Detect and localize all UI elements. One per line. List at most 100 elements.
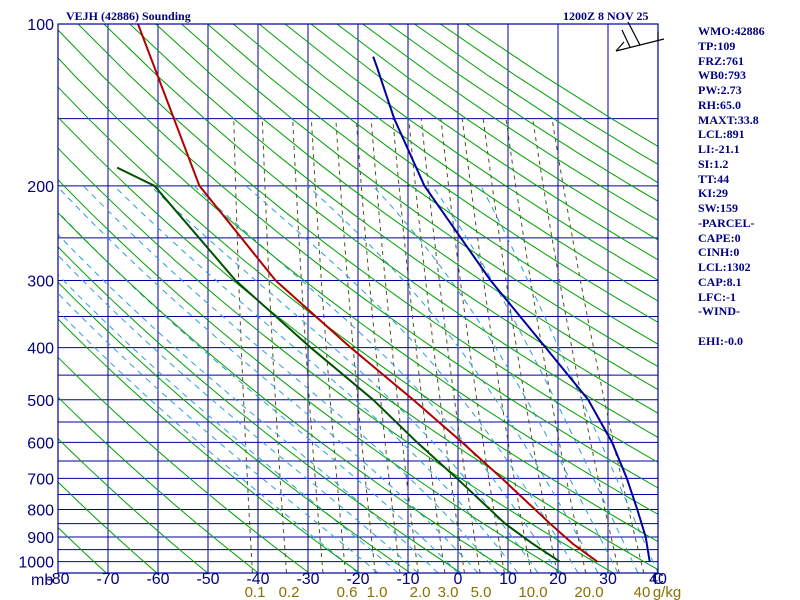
- pressure-tick-label: 1000: [18, 555, 54, 572]
- mixing-ratio-tick-label: 5.0: [471, 584, 492, 600]
- dry-adiabat-line: [58, 29, 658, 489]
- moist-adiabat-line: [372, 185, 619, 573]
- sounding-datetime: 1200Z 8 NOV 25: [563, 9, 649, 23]
- moist-adiabat-line: [58, 310, 359, 573]
- mixing-ratio-line: [461, 118, 532, 573]
- stat-item: SW:159: [698, 201, 739, 215]
- dry-adiabat-line: [284, 24, 658, 281]
- moist-adiabat-line: [58, 292, 379, 573]
- dry-adiabat-line: [58, 116, 658, 571]
- temperature-tick-label: -60: [146, 571, 169, 588]
- stat-item: RH:65.0: [698, 97, 741, 112]
- stat-item: CINH:0: [698, 245, 740, 260]
- mixing-ratio-line: [335, 118, 376, 573]
- moist-adiabat-line: [58, 274, 399, 573]
- dry-adiabat-line: [310, 24, 658, 261]
- dry-adiabat-line: [207, 24, 658, 345]
- mixing-ratio-tick-labels: 0.1 0.2 0.6 1.0 2.0 3.0 5.0 10.0 20.0 40 g/kg: [245, 584, 682, 600]
- temperature-tick-label: 10: [499, 571, 517, 588]
- pressure-tick-label: 800: [27, 503, 54, 520]
- mixing-ratio-line: [310, 118, 346, 573]
- moist-adiabat-line: [113, 185, 519, 573]
- mixing-ratio-line: [292, 118, 324, 573]
- moist-adiabat-line: [245, 185, 579, 573]
- stat-item: [698, 319, 765, 334]
- pressure-tick-label: 900: [27, 530, 54, 547]
- station-title: VEJH (42886) Sounding: [66, 9, 191, 23]
- temperature-tick-label: -70: [96, 571, 119, 588]
- wind-barb-icon: [615, 21, 665, 52]
- moist-adiabats: [58, 185, 658, 573]
- dry-adiabat-line: [58, 212, 513, 573]
- stat-item: WMO:42886: [698, 24, 765, 38]
- temperature-tick-label: 20: [549, 571, 567, 588]
- dry-adiabat-line: [58, 246, 462, 573]
- temperature-tick-label: 40: [649, 571, 667, 588]
- dry-adiabat-line: [258, 24, 658, 302]
- moist-adiabat-line: [58, 186, 479, 573]
- stat-item: LFC:-1: [698, 289, 736, 304]
- mixing-ratio-line: [505, 118, 587, 573]
- dry-adiabat-line: [58, 147, 614, 573]
- moist-adiabat-line: [307, 185, 599, 573]
- dry-adiabat-line: [103, 24, 658, 438]
- mixing-ratio-line: [551, 118, 645, 573]
- dry-adiabat-line: [58, 356, 310, 573]
- mixing-ratio-line: [392, 118, 446, 573]
- sounding-series: [116, 24, 651, 563]
- mixing-ratio-tick-label: 20.0: [574, 584, 603, 600]
- stat-item: WB0:793: [698, 68, 746, 83]
- pressure-tick-label: 300: [27, 274, 54, 291]
- temperature-line: [137, 24, 598, 563]
- dry-adiabat-line: [77, 24, 658, 463]
- stat-item: TP:109: [698, 38, 736, 53]
- mixing-ratio-tick-label: 10.0: [518, 584, 547, 600]
- pressure-tick-label: 700: [27, 471, 54, 488]
- pressure-tick-label: 600: [27, 435, 54, 452]
- mixing-ratio-line: [261, 118, 287, 573]
- dry-adiabat-line: [181, 24, 658, 368]
- dry-adiabat-line: [129, 24, 658, 414]
- dry-adiabat-line: [58, 481, 158, 573]
- mixing-ratio-line: [370, 118, 419, 573]
- dry-adiabat-line: [58, 57, 658, 515]
- dry-adiabat-line: [155, 24, 658, 391]
- stat-item: LI:-21.1: [698, 142, 740, 156]
- dry-adiabat-line: [58, 281, 411, 573]
- temperature-tick-label: -80: [46, 571, 69, 588]
- mixing-ratio-line: [355, 118, 401, 573]
- mixing-ratio-tick-label: 0.1: [245, 584, 266, 600]
- y-axis-label: mb: [31, 572, 53, 589]
- moist-adiabat-line: [150, 185, 539, 573]
- dry-adiabat-line: [232, 24, 658, 323]
- dewpoint-line: [116, 166, 561, 563]
- dry-adiabat-line: [58, 437, 209, 573]
- stat-item: FRZ:761: [698, 53, 744, 68]
- mixing-ratio-tick-label: 1.0: [367, 584, 388, 600]
- temperature-tick-label: C: [652, 571, 664, 588]
- mixing-ratio-line: [233, 118, 253, 573]
- mixing-ratio-tick-label: 0.2: [279, 584, 300, 600]
- stat-item: -PARCEL-: [698, 215, 755, 230]
- mixing-ratio-tick-label: 0.6: [337, 584, 358, 600]
- dry-adiabat-line: [58, 179, 563, 573]
- temperature-tick-label: -10: [396, 571, 419, 588]
- stat-item: SI:1.2: [698, 156, 729, 171]
- dry-adiabats: [58, 24, 658, 573]
- temperature-tick-label: -40: [246, 571, 269, 588]
- mixing-ratio-tick-label: 2.0: [410, 584, 431, 600]
- plot-frame: [57, 23, 659, 574]
- stat-item: LCL:1302: [698, 260, 751, 274]
- moist-adiabat-line: [82, 185, 499, 573]
- pressure-tick-label: 500: [27, 393, 54, 410]
- mixing-ratio-line: [532, 118, 620, 573]
- isobar-isotherm-grid: [58, 23, 658, 573]
- mixing-ratio-tick-label: g/kg: [653, 584, 681, 600]
- stat-item: PW:2.73: [698, 83, 742, 97]
- stat-item: LCL:891: [698, 127, 745, 142]
- pressure-tick-label: 100: [27, 17, 54, 34]
- sounding-indices-list: WMO:42886 TP:109 FRZ:761 WB0:793 PW:2.73 RH:6…: [698, 24, 765, 349]
- mixing-ratio-lines: [233, 118, 645, 573]
- pressure-tick-label: 400: [27, 341, 54, 358]
